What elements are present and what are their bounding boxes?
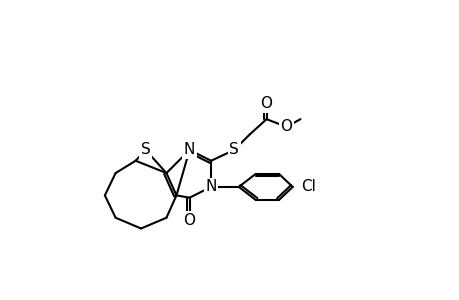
Text: S: S [229,142,239,158]
Text: O: O [260,96,272,111]
Text: O: O [280,119,292,134]
Text: Cl: Cl [300,179,315,194]
Text: S: S [140,142,150,158]
Text: N: N [205,179,216,194]
Text: N: N [184,142,195,158]
Text: O: O [183,212,195,227]
